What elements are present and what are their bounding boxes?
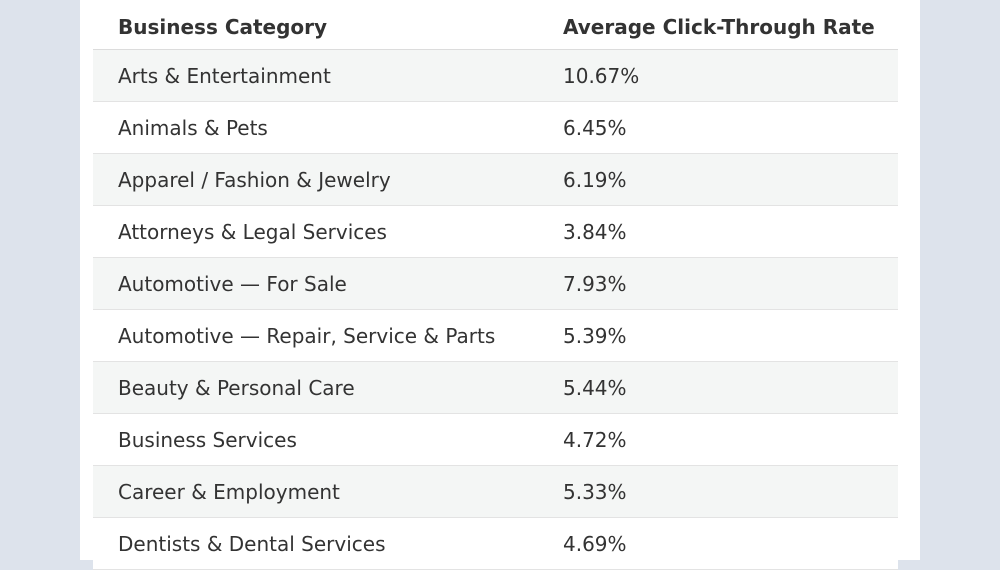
table-row: Attorneys & Legal Services 3.84%: [93, 206, 898, 258]
category-cell: Beauty & Personal Care: [118, 375, 355, 400]
table-header-row: Business Category Average Click-Through …: [93, 0, 898, 50]
category-cell: Arts & Entertainment: [118, 63, 331, 88]
table-row: Arts & Entertainment 10.67%: [93, 50, 898, 102]
table-row: Beauty & Personal Care 5.44%: [93, 362, 898, 414]
category-cell: Automotive — Repair, Service & Parts: [118, 323, 496, 348]
table-row: Business Services 4.72%: [93, 414, 898, 466]
category-cell: Business Services: [118, 427, 297, 452]
rate-cell: 6.45%: [563, 115, 627, 140]
table-row: Career & Employment 5.33%: [93, 466, 898, 518]
table-row: Automotive — For Sale 7.93%: [93, 258, 898, 310]
category-cell: Dentists & Dental Services: [118, 531, 386, 556]
table-row: Animals & Pets 6.45%: [93, 102, 898, 154]
rate-cell: 5.33%: [563, 479, 627, 504]
rate-cell: 3.84%: [563, 219, 627, 244]
rate-cell: 4.69%: [563, 531, 627, 556]
category-cell: Career & Employment: [118, 479, 340, 504]
category-cell: Attorneys & Legal Services: [118, 219, 387, 244]
category-cell: Animals & Pets: [118, 115, 268, 140]
rate-cell: 7.93%: [563, 271, 627, 296]
table-row: Automotive — Repair, Service & Parts 5.3…: [93, 310, 898, 362]
category-cell: Automotive — For Sale: [118, 271, 347, 296]
rate-cell: 5.44%: [563, 375, 627, 400]
table-row: Dentists & Dental Services 4.69%: [93, 518, 898, 570]
rate-cell: 6.19%: [563, 167, 627, 192]
column-header-category: Business Category: [118, 14, 328, 39]
rate-cell: 4.72%: [563, 427, 627, 452]
column-header-rate: Average Click-Through Rate: [563, 14, 875, 39]
table-row: Apparel / Fashion & Jewelry 6.19%: [93, 154, 898, 206]
ctr-table: Business Category Average Click-Through …: [93, 0, 898, 570]
rate-cell: 10.67%: [563, 63, 640, 88]
rate-cell: 5.39%: [563, 323, 627, 348]
category-cell: Apparel / Fashion & Jewelry: [118, 167, 391, 192]
content-panel: Business Category Average Click-Through …: [80, 0, 920, 570]
